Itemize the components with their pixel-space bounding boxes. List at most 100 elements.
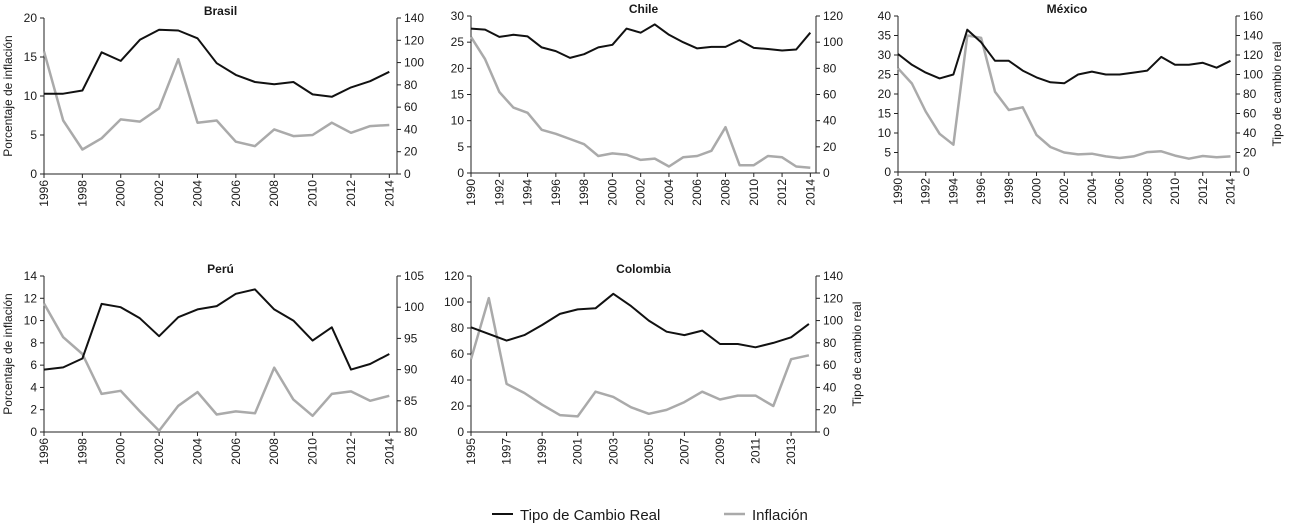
- legend-label-tipo-de-cambio: Tipo de Cambio Real: [520, 507, 660, 524]
- y-right-tick-label: 0: [1243, 165, 1250, 179]
- x-tick-label: 1996: [974, 178, 988, 205]
- x-tick-label: 2012: [344, 438, 358, 465]
- y-right-tick-label: 60: [404, 100, 418, 114]
- y-left-tick-label: 40: [451, 373, 465, 387]
- series-line-tipo-de-cambio: [897, 28, 1231, 85]
- series-line-tipo-de-cambio: [44, 28, 390, 98]
- series-line-tipo-de-cambio: [470, 23, 812, 59]
- chart-title: Chile: [629, 2, 659, 16]
- y-left-tick-label: 15: [24, 50, 38, 64]
- y-right-tick-label: 0: [404, 167, 411, 181]
- series-line-inflacion: [469, 296, 810, 418]
- y-right-tick-label: 80: [404, 78, 418, 92]
- x-tick-label: 2002: [152, 438, 166, 465]
- y-right-tick-label: 105: [404, 269, 424, 283]
- y-right-tick-label: 85: [404, 394, 418, 408]
- y-left-tick-label: 25: [451, 35, 465, 49]
- x-tick-label: 1994: [521, 179, 535, 206]
- y-left-tick-label: 15: [878, 107, 892, 121]
- x-tick-label: 2014: [1223, 178, 1237, 205]
- y-left-tick-label: 10: [878, 126, 892, 140]
- x-tick-label: 2010: [306, 180, 320, 207]
- x-tick-label: 2006: [690, 179, 704, 206]
- x-tick-label: 2010: [747, 179, 761, 206]
- x-tick-label: 2010: [306, 438, 320, 465]
- y-left-tick-label: 0: [30, 425, 37, 439]
- x-tick-label: 1998: [577, 179, 591, 206]
- x-tick-label: 2008: [719, 179, 733, 206]
- y-right-tick-label: 100: [823, 314, 843, 328]
- y-left-tick-label: 0: [30, 167, 37, 181]
- chart-title: Colombia: [616, 262, 671, 276]
- x-tick-label: 2006: [229, 180, 243, 207]
- y-left-tick-label: 2: [30, 403, 37, 417]
- x-tick-label: 1994: [946, 178, 960, 205]
- x-tick-label: 2000: [114, 180, 128, 207]
- y-left-tick-label: 5: [884, 146, 891, 160]
- y-right-tick-label: 60: [823, 88, 837, 102]
- series-line-tipo-de-cambio: [470, 292, 810, 349]
- y-right-tick-label: 40: [823, 380, 837, 394]
- y-right-tick-label: 120: [823, 9, 843, 23]
- y-right-tick-label: 100: [1243, 68, 1263, 82]
- series-line-inflacion: [42, 51, 390, 151]
- y-left-tick-label: 60: [451, 347, 465, 361]
- y-right-tick-label: 140: [1243, 29, 1263, 43]
- x-tick-label: 1998: [75, 438, 89, 465]
- chart-panel-2: Chile 0 5 10 15 20 25 30 0 20 40 60 80 100 120 1990 1992…: [451, 2, 844, 206]
- y-right-tick-label: 100: [823, 35, 843, 49]
- x-tick-label: 1999: [535, 438, 549, 465]
- y-right-tick-label: 20: [823, 403, 837, 417]
- x-tick-label: 2006: [1113, 178, 1127, 205]
- x-tick-label: 2005: [642, 438, 656, 465]
- y-right-tick-label: 20: [823, 140, 837, 154]
- y-left-tick-label: 10: [24, 89, 38, 103]
- x-tick-label: 1996: [549, 179, 563, 206]
- legend: Tipo de Cambio Real Inflación: [492, 507, 808, 524]
- y-left-tick-label: 15: [451, 88, 465, 102]
- y-left-tick-label: 35: [878, 29, 892, 43]
- x-tick-label: 2008: [1140, 178, 1154, 205]
- chart-panel-5: Colombia 0 20 40 60 80 100 120 0 20 40 60 80 100 120 14…: [444, 262, 864, 465]
- x-tick-label: 2012: [344, 180, 358, 207]
- y-left-tick-label: 8: [30, 336, 37, 350]
- x-tick-label: 2011: [749, 438, 763, 464]
- x-tick-label: 2002: [1057, 178, 1071, 205]
- y-right-tick-label: 140: [823, 269, 843, 283]
- series-line-inflacion: [469, 36, 811, 170]
- y-right-tick-label: 100: [404, 56, 424, 70]
- x-tick-label: 1995: [464, 438, 478, 465]
- y-right-tick-label: 90: [404, 363, 418, 377]
- y-right-tick-label: 160: [1243, 9, 1263, 23]
- x-tick-label: 1998: [75, 180, 89, 207]
- x-tick-label: 2001: [571, 438, 585, 465]
- y-left-tick-label: 20: [451, 61, 465, 75]
- y-left-tick-label: 10: [24, 314, 38, 328]
- x-tick-label: 2004: [190, 180, 204, 207]
- y-left-axis-title: Porcentaje de inflación: [1, 293, 15, 414]
- y-left-tick-label: 30: [878, 48, 892, 62]
- x-tick-label: 2000: [114, 438, 128, 465]
- series-line-tipo-de-cambio: [43, 288, 390, 371]
- x-tick-label: 2004: [662, 179, 676, 206]
- x-tick-label: 2014: [382, 180, 396, 207]
- y-right-tick-label: 120: [823, 291, 843, 305]
- y-right-tick-label: 0: [823, 425, 830, 439]
- y-right-tick-label: 80: [1243, 87, 1257, 101]
- y-right-tick-label: 80: [404, 425, 418, 439]
- x-tick-label: 1998: [1002, 178, 1016, 205]
- y-right-tick-label: 120: [1243, 48, 1263, 62]
- y-right-tick-label: 80: [823, 336, 837, 350]
- x-tick-label: 1992: [492, 179, 506, 206]
- legend-label-inflacion: Inflación: [752, 507, 808, 524]
- x-tick-label: 2006: [229, 438, 243, 465]
- x-tick-label: 2014: [803, 179, 817, 206]
- x-tick-label: 2009: [713, 438, 727, 465]
- y-left-tick-label: 14: [24, 269, 38, 283]
- y-left-tick-label: 4: [30, 380, 37, 394]
- chart-title: Perú: [207, 262, 234, 276]
- chart-panel-3: México 0 5 10 15 20 25 30 35 40 0 20 40 60 80 100 120 140…: [878, 2, 1284, 205]
- y-left-tick-label: 0: [884, 165, 891, 179]
